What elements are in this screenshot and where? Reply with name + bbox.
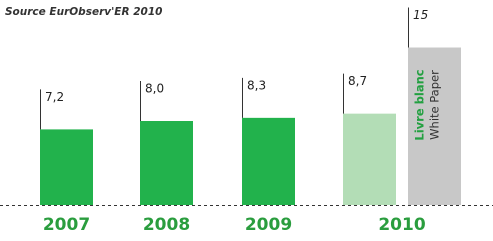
bar bbox=[343, 113, 396, 205]
chart-title: Source EurObserv'ER 2010 bbox=[5, 6, 162, 18]
bar-annotation: White Paper bbox=[428, 70, 442, 140]
value-label: 8,0 bbox=[145, 82, 164, 96]
value-label: 8,3 bbox=[247, 78, 266, 92]
x-tick-label: 2008 bbox=[143, 215, 190, 235]
bar-annotation: Livre blanc bbox=[413, 69, 427, 140]
x-tick-label: 2009 bbox=[245, 215, 292, 235]
value-label: 7,2 bbox=[45, 90, 64, 104]
bar bbox=[242, 117, 295, 205]
x-tick-label: 2007 bbox=[43, 215, 90, 235]
value-label: 15 bbox=[413, 8, 428, 22]
bar bbox=[408, 47, 461, 205]
x-tick-label: 2010 bbox=[378, 215, 425, 235]
bar bbox=[40, 129, 93, 205]
bar bbox=[140, 121, 193, 205]
value-label: 8,7 bbox=[348, 74, 367, 88]
